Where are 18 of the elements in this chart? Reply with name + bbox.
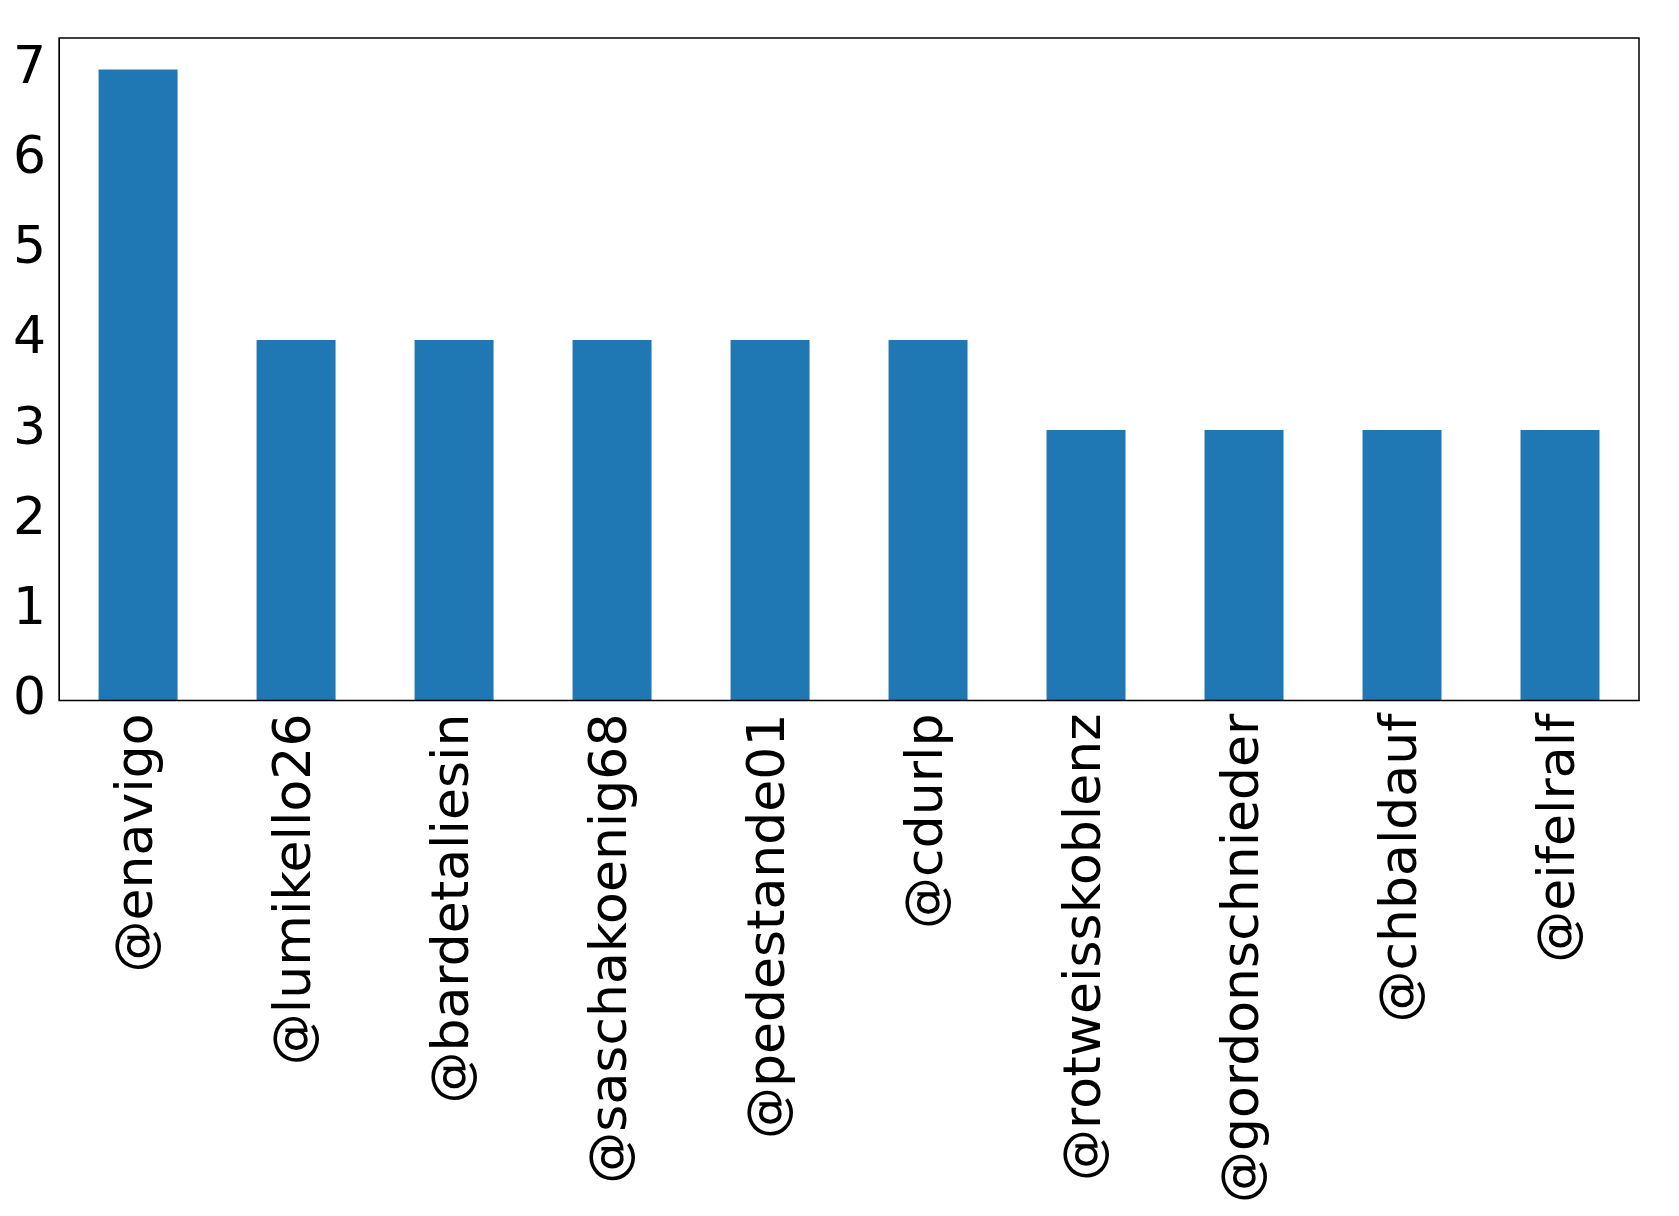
x-tick-label: @gordonschnieder	[1209, 712, 1270, 1203]
y-tick-label: 5	[12, 215, 47, 276]
x-tick-label: @cdurlp	[893, 713, 954, 929]
y-tick-label: 0	[12, 666, 47, 727]
y-tick-label: 7	[12, 35, 47, 96]
x-tick-label: @pedestande01	[735, 713, 796, 1139]
y-tick-label: 4	[12, 305, 47, 366]
y-tick-label: 2	[12, 485, 47, 546]
x-tick-label: @rotweisskoblenz	[1051, 713, 1112, 1181]
x-tick-label: @saschakoenig68	[577, 713, 638, 1184]
x-tick-label: @lumikello26	[261, 713, 322, 1066]
y-tick-label: 3	[12, 395, 47, 456]
x-tick-label: @enavigo	[103, 713, 164, 973]
x-tick-label: @bardetaliesin	[419, 713, 480, 1104]
y-tick-label: 6	[12, 125, 47, 186]
x-tick-label: @eifelralf	[1525, 711, 1586, 963]
x-tick-label: @chbaldauf	[1367, 711, 1428, 1023]
y-tick-label: 1	[12, 575, 47, 636]
